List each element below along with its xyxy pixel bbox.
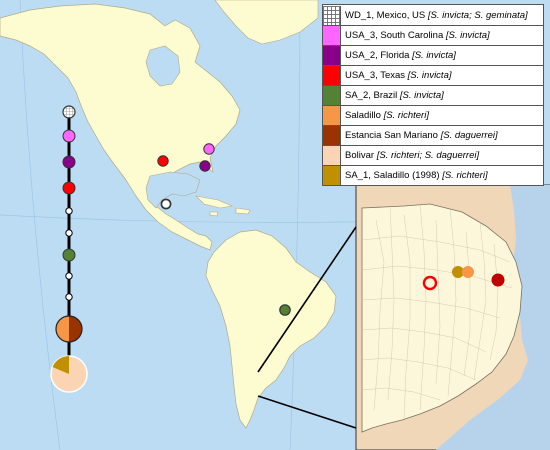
node-wd1 [62, 105, 76, 119]
node-bolivar-sa1 [50, 355, 88, 393]
site-south-carolina [203, 143, 215, 155]
legend-swatch [323, 26, 341, 45]
legend-swatch [323, 106, 341, 125]
inset-point-bolivar [422, 275, 438, 291]
legend-swatch [323, 66, 341, 85]
site-brazil [279, 304, 291, 316]
node-usa2 [62, 155, 76, 169]
legend-item-usa2: USA_2, Florida [S. invicta] [323, 45, 543, 65]
legend-swatch [323, 146, 341, 165]
legend-swatch [323, 166, 341, 185]
legend-swatch [323, 46, 341, 65]
node-missing-4 [65, 293, 73, 301]
gulf-of-mexico [145, 171, 201, 209]
inset-point-estancia [491, 273, 505, 287]
haplotype-network [50, 105, 88, 393]
south-america [205, 229, 337, 429]
hudson-bay [145, 45, 181, 87]
node-usa3-sc [62, 129, 76, 143]
site-florida [199, 160, 211, 172]
site-texas [157, 155, 169, 167]
legend-item-usa3-sc: USA_3, South Carolina [S. invicta] [323, 25, 543, 45]
inset-point-saladillo [462, 266, 474, 278]
inset-connector-top [257, 226, 357, 373]
legend-item-usa3-tx: USA_3, Texas [S. invicta] [323, 65, 543, 85]
legend-item-bolivar: Bolivar [S. richteri; S. daguerrei] [323, 145, 543, 165]
node-missing-2 [65, 229, 73, 237]
legend-item-saladillo: Saladillo [S. richteri] [323, 105, 543, 125]
node-saladillo-estancia [55, 315, 83, 343]
legend-item-wd1: WD_1, Mexico, US [S. invicta; S. geminat… [323, 5, 543, 25]
inset-connector-bottom [257, 395, 357, 429]
node-missing-1 [65, 207, 73, 215]
legend-item-estancia: Estancia San Mariano [S. daguerrei] [323, 125, 543, 145]
greenland [214, 0, 319, 45]
inset-point-sa1 [452, 266, 464, 278]
caribbean-islands [195, 195, 251, 217]
site-markers [157, 143, 291, 316]
legend: WD_1, Mexico, US [S. invicta; S. geminat… [322, 4, 544, 186]
site-mexico [160, 198, 172, 210]
legend-swatch [323, 126, 341, 145]
node-missing-3 [65, 272, 73, 280]
legend-item-sa2: SA_2, Brazil [S. invicta] [323, 85, 543, 105]
legend-swatch [323, 5, 341, 25]
node-sa2 [62, 248, 76, 262]
inset-map [355, 184, 550, 450]
legend-item-sa1: SA_1, Saladillo (1998) [S. richteri] [323, 165, 543, 185]
node-usa3-tx [62, 181, 76, 195]
legend-swatch [323, 86, 341, 105]
